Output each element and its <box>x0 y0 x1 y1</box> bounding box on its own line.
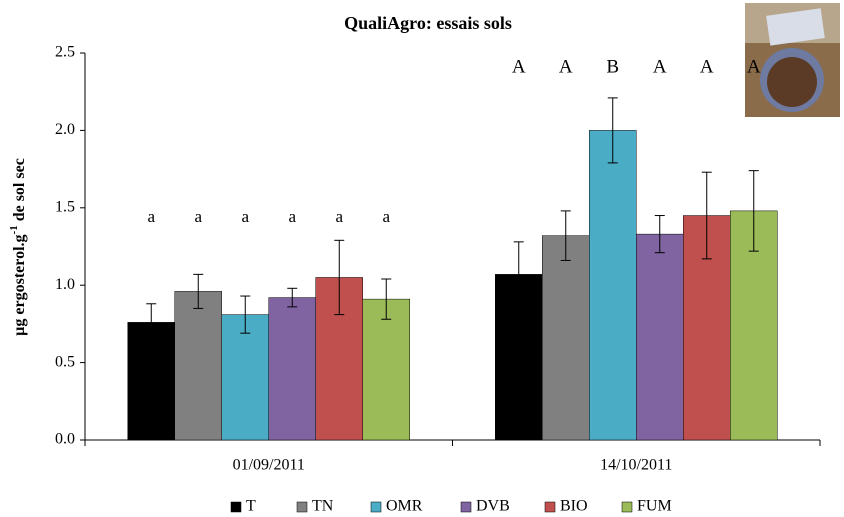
error-bar <box>381 278 392 320</box>
legend-swatch <box>370 501 382 513</box>
significance-letter: a <box>147 207 155 226</box>
legend-label: BIO <box>560 498 588 515</box>
legend-label: OMR <box>386 498 423 515</box>
bar <box>362 298 410 441</box>
error-bar <box>334 239 345 316</box>
y-tick-label: 0.5 <box>55 353 75 370</box>
y-tick-label: 2.5 <box>55 44 75 61</box>
x-tick-label: 14/10/2011 <box>600 457 672 474</box>
significance-letter: a <box>288 207 296 226</box>
y-label-part: de sol sec <box>11 158 28 225</box>
photo <box>745 3 840 117</box>
bar <box>268 297 316 441</box>
bar <box>542 235 590 441</box>
error-bar <box>240 295 251 334</box>
y-tick-label: 1.0 <box>55 276 75 293</box>
legend-swatch <box>230 501 242 513</box>
legend-swatch <box>544 501 556 513</box>
y-tick-label: 0.0 <box>55 431 75 448</box>
error-bar <box>654 215 665 254</box>
error-bar <box>287 287 298 308</box>
y-tick-label: 2.0 <box>55 121 75 138</box>
error-bar <box>193 273 204 309</box>
significance-letter: A <box>747 56 761 77</box>
legend-label: DVB <box>476 498 510 515</box>
bar <box>127 322 175 441</box>
y-label-part: µg ergosterol.g <box>11 234 28 335</box>
bar <box>174 291 222 441</box>
error-bar <box>748 170 759 252</box>
y-tick-label: 1.5 <box>55 198 75 215</box>
legend-label: TN <box>312 498 334 515</box>
error-bar <box>701 171 712 260</box>
bar <box>589 130 637 441</box>
y-label-sup: -1 <box>8 225 20 234</box>
bar <box>636 233 684 441</box>
significance-letter: A <box>512 56 526 77</box>
error-bar <box>607 97 618 164</box>
significance-letter: B <box>606 56 619 77</box>
significance-letter: a <box>335 207 343 226</box>
error-bar <box>513 241 524 308</box>
significance-letter: A <box>653 56 667 77</box>
y-axis-label: µg ergosterol.g-1 de sol sec <box>8 158 28 336</box>
legend-label: FUM <box>637 498 672 515</box>
significance-letter: A <box>559 56 573 77</box>
x-tick-label: 01/09/2011 <box>233 457 305 474</box>
error-bar <box>560 210 571 261</box>
significance-letter: a <box>382 207 390 226</box>
error-bar <box>146 303 157 342</box>
significance-letter: a <box>194 207 202 226</box>
legend-swatch <box>621 501 633 513</box>
significance-letter: a <box>241 207 249 226</box>
legend-swatch <box>296 501 308 513</box>
chart-title: QualiAgro: essais sols <box>344 13 512 33</box>
legend-label: T <box>246 498 256 515</box>
significance-letter: A <box>700 56 714 77</box>
legend-swatch <box>460 501 472 513</box>
bar <box>221 314 269 441</box>
